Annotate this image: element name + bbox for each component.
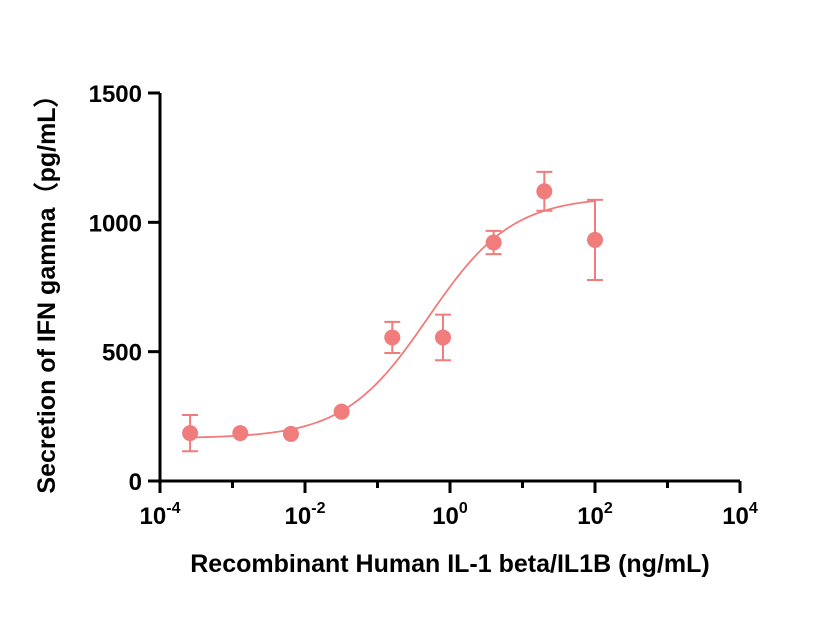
x-tick-label: 10-2	[285, 500, 326, 530]
data-point	[333, 403, 350, 420]
x-tick-exponent: -4	[166, 500, 180, 517]
x-tick-base: 10	[285, 503, 312, 530]
x-tick-base: 10	[722, 503, 749, 530]
data-point	[282, 425, 299, 442]
y-tick-label: 0	[129, 469, 142, 496]
fit-layer	[190, 200, 596, 439]
data-point	[384, 329, 401, 346]
fit-curve	[190, 200, 596, 439]
x-ticks: 10-4 10-2 100 102 104	[140, 481, 758, 530]
x-tick-label: 102	[577, 500, 613, 530]
y-tick-label: 500	[102, 340, 142, 367]
x-tick-exponent: -2	[311, 500, 325, 517]
x-tick-exponent: 0	[459, 500, 468, 517]
x-tick-exponent: 4	[749, 500, 758, 517]
data-point	[587, 231, 603, 248]
data-point	[434, 329, 451, 346]
y-tick-label: 1000	[89, 210, 142, 237]
y-tick-label: 1500	[89, 81, 142, 108]
x-tick-exponent: 2	[604, 500, 613, 517]
data-point	[182, 425, 199, 442]
data-point	[232, 425, 249, 442]
y-axis-label: Secretion of IFN gamma（pg/mL）	[32, 82, 61, 493]
x-tick-base: 10	[432, 503, 459, 530]
x-tick-label: 10-4	[140, 500, 181, 530]
y-ticks: 0 500 1000 1500	[89, 81, 160, 496]
data-point	[536, 183, 553, 200]
x-tick-base: 10	[140, 503, 167, 530]
data-point	[485, 234, 502, 251]
x-tick-label: 104	[722, 500, 758, 530]
x-axis-label: Recombinant Human IL-1 beta/IL1B (ng/mL)	[190, 550, 709, 578]
points-layer	[182, 170, 603, 453]
x-tick-label: 100	[432, 500, 468, 530]
x-tick-base: 10	[577, 503, 604, 530]
